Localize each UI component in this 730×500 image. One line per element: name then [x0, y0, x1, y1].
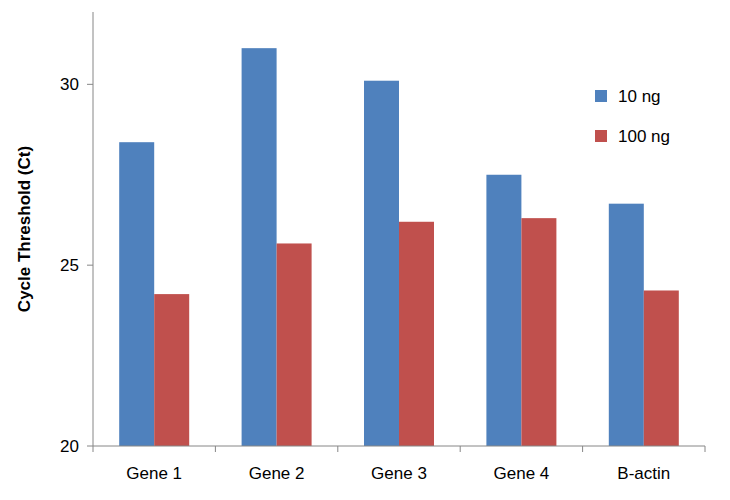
x-tick: [582, 446, 583, 452]
y-tick: [87, 84, 93, 85]
legend-swatch: [595, 90, 607, 102]
bar: [609, 204, 644, 446]
chart: 20 25 30 Gene 1 Gene 2 Gene 3 Gene 4 B-actin Cyc…: [0, 0, 730, 500]
x-axis: [93, 446, 705, 447]
legend-label: 100 ng: [618, 127, 670, 146]
legend-swatch: [595, 130, 607, 142]
x-tick-label: B-actin: [617, 464, 670, 483]
x-tick: [337, 446, 338, 452]
x-tick: [705, 446, 706, 452]
y-tick-label: 30: [60, 75, 79, 94]
x-tick: [215, 446, 216, 452]
x-tick-label: Gene 3: [371, 464, 427, 483]
y-axis: [93, 12, 94, 446]
bar: [399, 222, 434, 446]
x-tick-label: Gene 4: [494, 464, 550, 483]
bar: [277, 243, 312, 446]
bar: [644, 290, 679, 446]
legend-label: 10 ng: [618, 87, 661, 106]
bar: [364, 81, 399, 446]
y-tick-label: 20: [60, 437, 79, 456]
legend: 10 ng 100 ng: [595, 87, 670, 146]
bar: [154, 294, 189, 446]
bars: [119, 48, 679, 446]
bar: [521, 218, 556, 446]
bar: [486, 175, 521, 446]
x-tick-label: Gene 1: [126, 464, 182, 483]
y-tick: [87, 265, 93, 266]
bar: [119, 142, 154, 446]
y-tick: [87, 446, 93, 447]
x-tick-label: Gene 2: [249, 464, 305, 483]
bar: [242, 48, 277, 446]
y-tick-label: 25: [60, 256, 79, 275]
x-tick: [460, 446, 461, 452]
y-axis-label: Cycle Threshold (Ct): [15, 146, 34, 312]
x-tick: [93, 446, 94, 452]
